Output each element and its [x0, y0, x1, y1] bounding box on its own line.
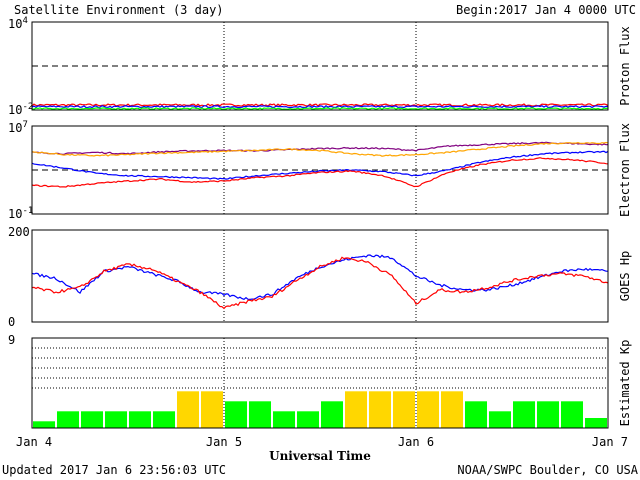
begin-value: 2017 Jan 4 0000 UTC — [499, 3, 636, 17]
y-tick-label-0: 104 — [8, 16, 28, 31]
series-line-2 — [32, 108, 608, 110]
kp-bar-9 — [249, 401, 271, 428]
panel-1: 107 10-1 Electron Flux — [8, 120, 632, 221]
kp-bar-0 — [33, 421, 55, 428]
series-line-3 — [32, 158, 608, 187]
kp-bar-22 — [561, 401, 583, 428]
kp-bar-13 — [345, 391, 367, 428]
y-tick-label-1: 0 — [8, 315, 15, 329]
kp-bar-10 — [273, 411, 295, 428]
y-tick-label-0: 200 — [8, 225, 30, 239]
chart-panels: 104 10-2 Proton Flux 107 10-1 Electron Flux 20… — [8, 16, 632, 449]
panel-2-plot — [32, 230, 608, 322]
kp-bar-7 — [201, 391, 223, 428]
kp-bar-11 — [297, 411, 319, 428]
kp-bar-15 — [393, 391, 415, 428]
satellite-environment-chart: Satellite Environment (3 day) Begin: 201… — [0, 0, 640, 480]
kp-bar-19 — [489, 411, 511, 428]
kp-bar-1 — [57, 411, 79, 428]
y-tick-label-0: 9 — [8, 333, 15, 347]
kp-bar-16 — [417, 391, 439, 428]
x-tick-label-2: Jan 6 — [398, 435, 434, 449]
y-tick-label-1: 10-1 — [8, 206, 33, 221]
y-axis-label: Proton Flux — [618, 26, 632, 105]
credit-text: NOAA/SWPC Boulder, CO USA — [457, 463, 638, 477]
x-tick-label-0: Jan 4 — [16, 435, 52, 449]
kp-bar-23 — [585, 418, 607, 428]
panel-2: 200 0 GOES Hp — [8, 225, 632, 329]
y-axis-label: Estimated Kp — [618, 340, 632, 427]
panel-1-plot — [32, 126, 608, 214]
x-axis-label: Universal Time — [269, 449, 371, 463]
kp-bar-20 — [513, 401, 535, 428]
y-axis-label: GOES Hp — [618, 251, 632, 302]
chart-title: Satellite Environment (3 day) — [14, 3, 224, 17]
y-axis-label: Electron Flux — [618, 123, 632, 217]
panel-3-plot — [32, 338, 608, 428]
y-tick-label-1: 10-2 — [8, 102, 33, 117]
kp-bar-6 — [177, 391, 199, 428]
kp-bar-12 — [321, 401, 343, 428]
kp-bar-2 — [81, 411, 103, 428]
x-tick-label-3: Jan 7 — [592, 435, 628, 449]
panel-frame — [32, 22, 608, 110]
kp-bar-18 — [465, 401, 487, 428]
kp-bar-8 — [225, 401, 247, 428]
x-tick-labels: Jan 4 Jan 5 Jan 6 Jan 7 — [16, 435, 628, 449]
panel-0: 104 10-2 Proton Flux — [8, 16, 632, 117]
kp-bar-4 — [129, 411, 151, 428]
panel-3: 9 Estimated Kp — [8, 333, 632, 428]
begin-label: Begin: — [456, 3, 499, 17]
series-line-1 — [32, 106, 608, 108]
panel-0-plot — [32, 22, 608, 110]
kp-bar-14 — [369, 391, 391, 428]
kp-bar-21 — [537, 401, 559, 428]
series-line-0 — [32, 255, 608, 299]
y-tick-label-0: 107 — [8, 120, 28, 135]
panel-frame — [32, 230, 608, 322]
series-line-0 — [32, 142, 608, 154]
kp-bar-3 — [105, 411, 127, 428]
kp-bar-5 — [153, 411, 175, 428]
x-tick-label-1: Jan 5 — [206, 435, 242, 449]
updated-timestamp: Updated 2017 Jan 6 23:56:03 UTC — [2, 463, 226, 477]
kp-bar-17 — [441, 391, 463, 428]
